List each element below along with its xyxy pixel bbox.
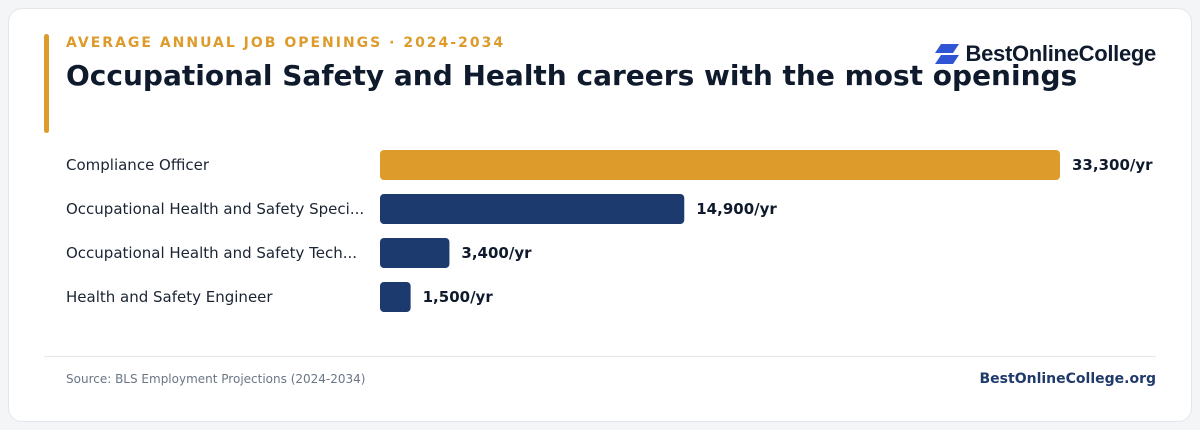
bar[interactable] — [380, 150, 1060, 180]
bar[interactable] — [380, 282, 411, 312]
chart-card: AVERAGE ANNUAL JOB OPENINGS · 2024-2034 … — [8, 8, 1192, 422]
stacked-parallelogram-icon — [934, 44, 959, 64]
bar[interactable] — [380, 238, 450, 268]
accent-bar — [44, 34, 49, 133]
category-label: Occupational Health and Safety Tech... — [66, 244, 357, 262]
category-label: Compliance Officer — [66, 156, 210, 174]
category-label: Health and Safety Engineer — [66, 288, 273, 306]
value-label: 33,300/yr — [1072, 156, 1153, 174]
category-label: Occupational Health and Safety Speci... — [66, 200, 364, 218]
value-label: 14,900/yr — [696, 200, 777, 218]
value-label: 3,400/yr — [461, 244, 532, 262]
source-note: Source: BLS Employment Projections (2024… — [66, 372, 366, 386]
chart-title: Occupational Safety and Health careers w… — [66, 59, 1078, 92]
brand-logo-text: BestOnlineCollege — [965, 41, 1157, 66]
site-link[interactable]: BestOnlineCollege.org — [979, 371, 1156, 387]
value-label: 1,500/yr — [423, 288, 494, 306]
brand-logo[interactable]: BestOnlineCollege — [934, 41, 1157, 67]
chart-eyebrow: AVERAGE ANNUAL JOB OPENINGS · 2024-2034 — [66, 35, 506, 51]
footer-divider — [44, 356, 1156, 357]
bar[interactable] — [380, 194, 685, 224]
bar-chart: Compliance Officer 33,300/yr Occupational … — [66, 150, 1153, 312]
